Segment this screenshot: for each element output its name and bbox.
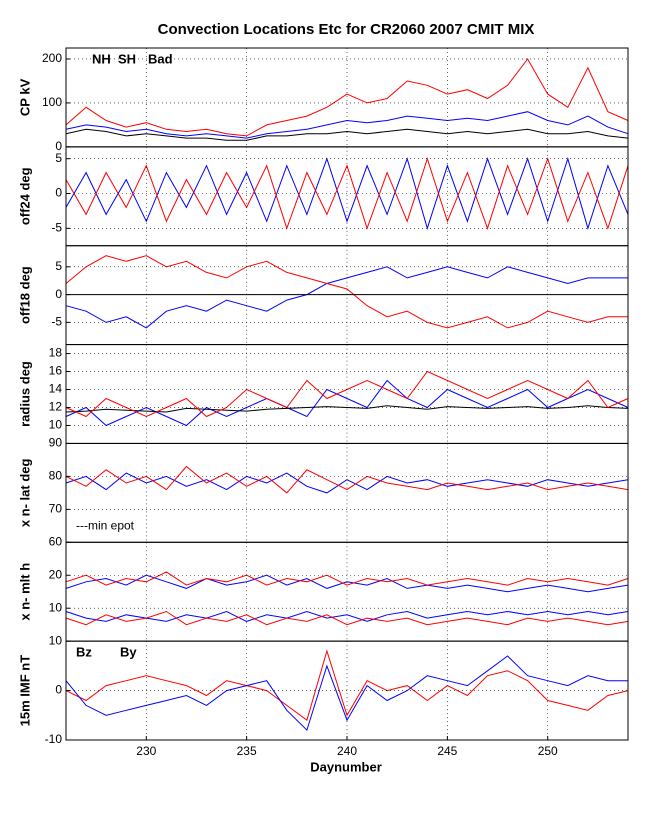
data-line xyxy=(65,157,629,230)
y-tick-label: 0 xyxy=(55,287,62,301)
y-axis-label: x n- mlt h xyxy=(17,563,32,621)
y-tick-label: 18 xyxy=(49,346,63,360)
y-tick-label: 10 xyxy=(49,633,63,647)
x-tick-label: 240 xyxy=(337,744,357,758)
data-line xyxy=(65,465,629,494)
y-axis-label: off18 deg xyxy=(17,266,32,324)
y-axis-label: radius deg xyxy=(17,361,32,427)
y-axis-label: off24 deg xyxy=(17,167,32,225)
data-line xyxy=(65,266,628,329)
x-tick-label: 235 xyxy=(237,744,257,758)
y-tick-label: 0 xyxy=(55,139,62,153)
data-line xyxy=(65,571,629,586)
legend-entry: SH xyxy=(118,51,136,66)
y-tick-label: 5 xyxy=(55,259,62,273)
y-tick-label: -5 xyxy=(51,220,62,234)
y-axis-label: x n- lat deg xyxy=(17,458,32,527)
data-line xyxy=(65,156,629,231)
data-line xyxy=(65,655,628,732)
y-tick-label: 60 xyxy=(49,534,63,548)
y-tick-label: 100 xyxy=(42,95,62,109)
legend-entry: Bz xyxy=(76,645,92,660)
y-tick-label: 14 xyxy=(49,382,63,396)
data-line xyxy=(65,649,629,722)
y-tick-label: 70 xyxy=(49,502,63,516)
x-tick-label: 250 xyxy=(538,744,558,758)
annotation: ---min epot xyxy=(76,518,135,532)
data-line xyxy=(65,255,628,329)
x-axis-label: Daynumber xyxy=(310,759,382,774)
y-tick-label: 10 xyxy=(49,600,63,614)
y-tick-label: 16 xyxy=(49,364,63,378)
y-tick-label: 200 xyxy=(42,51,62,65)
legend-entry: NH xyxy=(92,51,111,66)
y-tick-label: 12 xyxy=(49,400,63,414)
y-tick-label: 5 xyxy=(55,151,62,165)
y-tick-label: 10 xyxy=(49,418,63,432)
data-line xyxy=(65,128,629,141)
data-line xyxy=(65,610,629,626)
legend-entry: Bad xyxy=(148,51,173,66)
y-tick-label: 0 xyxy=(55,186,62,200)
x-tick-label: 245 xyxy=(437,744,457,758)
data-line xyxy=(65,379,629,427)
y-tick-label: -10 xyxy=(45,732,63,746)
chart-title: Convection Locations Etc for CR2060 2007… xyxy=(158,21,535,38)
legend-entry: By xyxy=(120,645,137,660)
data-line xyxy=(65,58,629,137)
y-tick-label: 80 xyxy=(49,469,63,483)
y-axis-label: CP kV xyxy=(17,78,32,116)
y-tick-label: 20 xyxy=(49,567,63,581)
y-tick-label: 0 xyxy=(55,683,62,697)
y-tick-label: 90 xyxy=(49,436,63,450)
y-tick-label: -5 xyxy=(51,315,62,329)
data-line xyxy=(65,574,629,593)
y-axis-label: 15m IMF nT xyxy=(17,655,32,727)
x-tick-label: 230 xyxy=(136,744,156,758)
